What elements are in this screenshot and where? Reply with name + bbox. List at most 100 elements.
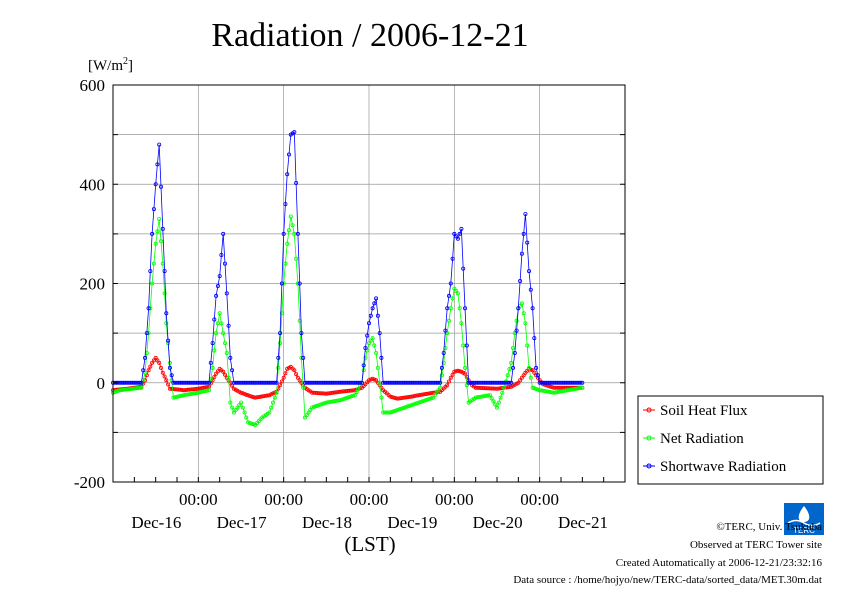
data-point: [477, 385, 482, 390]
data-point: [372, 343, 377, 348]
data-point: [151, 207, 156, 212]
water-drop-icon: [798, 506, 810, 522]
data-point: [427, 396, 432, 401]
data-point: [285, 172, 290, 177]
data-point: [310, 390, 315, 395]
data-point: [550, 385, 555, 390]
y-tick-label: 200: [80, 275, 106, 294]
data-point: [162, 269, 167, 274]
data-point: [390, 409, 395, 414]
data-point: [354, 390, 359, 395]
data-point: [368, 338, 373, 343]
data-point: [318, 402, 323, 407]
data-point: [217, 274, 222, 279]
data-point: [276, 355, 281, 360]
data-point: [240, 391, 245, 396]
data-point: [507, 380, 512, 385]
data-point: [295, 375, 300, 380]
data-point: [379, 395, 384, 400]
data-point: [144, 373, 149, 378]
x-axis-title: (LST): [344, 532, 395, 556]
data-point: [452, 231, 457, 236]
data-point: [274, 390, 279, 395]
data-point: [150, 231, 155, 236]
data-point: [276, 365, 281, 370]
data-point: [527, 365, 532, 370]
x-tick-time-label: 00:00: [179, 490, 218, 509]
data-point: [436, 380, 441, 385]
data-point: [262, 394, 267, 399]
data-point: [420, 399, 425, 404]
data-point: [510, 345, 515, 350]
data-point: [555, 390, 560, 395]
data-point: [539, 388, 544, 393]
data-point: [270, 400, 275, 405]
data-point: [279, 281, 284, 286]
data-point: [446, 318, 451, 323]
data-point: [208, 360, 213, 365]
data-point: [398, 396, 403, 401]
data-point: [294, 180, 299, 185]
x-tick-date-label: Dec-19: [387, 513, 437, 532]
x-tick-date-label: Dec-16: [131, 513, 181, 532]
data-point: [400, 406, 405, 411]
data-point: [365, 333, 370, 338]
data-point: [315, 390, 320, 395]
data-point: [368, 313, 373, 318]
data-point: [251, 422, 256, 427]
data-point: [475, 385, 480, 390]
data-point: [521, 231, 526, 236]
data-point: [292, 368, 297, 373]
data-point: [142, 370, 147, 375]
data-point: [343, 396, 348, 401]
data-point: [237, 380, 242, 385]
data-point: [478, 385, 483, 390]
data-point: [436, 388, 441, 393]
data-point: [238, 400, 243, 405]
data-point: [174, 394, 179, 399]
data-point: [450, 256, 455, 261]
data-point: [390, 395, 395, 400]
data-point: [194, 390, 199, 395]
data-point: [279, 311, 284, 316]
data-point: [148, 364, 153, 369]
data-point: [174, 380, 179, 385]
data-point: [374, 350, 379, 355]
data-point: [187, 392, 192, 397]
data-point: [329, 399, 334, 404]
data-point: [178, 393, 183, 398]
data-point: [342, 396, 347, 401]
data-point: [286, 152, 291, 157]
data-point: [398, 406, 403, 411]
data-point: [548, 384, 553, 389]
data-point: [221, 331, 226, 336]
site-text: Observed at TERC Tower site: [690, 539, 822, 551]
data-point: [123, 387, 128, 392]
y-axis: 600 400 200 0 -200: [74, 76, 625, 492]
series-net-radiation: [111, 214, 585, 427]
data-point: [219, 252, 224, 257]
data-point: [301, 355, 306, 360]
data-point: [242, 410, 247, 415]
data-point: [203, 388, 208, 393]
data-point: [397, 396, 402, 401]
data-point: [509, 380, 514, 385]
data-point: [559, 389, 564, 394]
data-point: [219, 321, 224, 326]
data-point: [519, 251, 524, 256]
data-point: [370, 306, 375, 311]
data-point: [347, 388, 352, 393]
data-point: [580, 380, 585, 385]
data-point: [180, 393, 185, 398]
data-point: [118, 388, 123, 393]
data-point: [363, 345, 368, 350]
data-point: [164, 321, 169, 326]
data-point: [454, 288, 459, 293]
data-point: [365, 348, 370, 353]
logo-text: TERC: [793, 526, 815, 535]
data-point: [514, 318, 519, 323]
data-point: [158, 184, 163, 189]
data-point: [167, 365, 172, 370]
data-point: [423, 398, 428, 403]
data-point: [422, 392, 427, 397]
